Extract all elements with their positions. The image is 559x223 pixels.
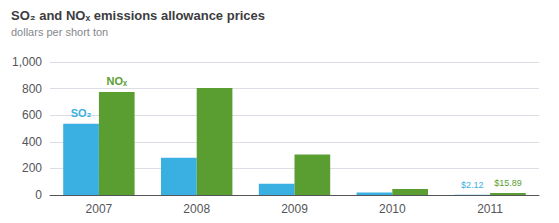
svg-text:$15.89: $15.89 bbox=[494, 178, 522, 188]
svg-text:800: 800 bbox=[22, 82, 42, 96]
svg-text:SO₂ and NOₓ emissions allowanc: SO₂ and NOₓ emissions allowance prices bbox=[11, 8, 265, 23]
svg-text:2009: 2009 bbox=[281, 202, 308, 216]
svg-text:dollars per short ton: dollars per short ton bbox=[11, 26, 108, 38]
svg-text:SO₂: SO₂ bbox=[71, 107, 92, 119]
svg-text:$2.12: $2.12 bbox=[461, 180, 484, 190]
svg-text:2008: 2008 bbox=[183, 202, 210, 216]
svg-text:600: 600 bbox=[22, 108, 42, 122]
svg-text:0: 0 bbox=[35, 188, 42, 202]
svg-text:2010: 2010 bbox=[379, 202, 406, 216]
svg-text:NOₓ: NOₓ bbox=[106, 75, 128, 87]
svg-text:400: 400 bbox=[22, 135, 42, 149]
svg-text:2011: 2011 bbox=[477, 202, 503, 216]
svg-text:1,000: 1,000 bbox=[12, 55, 42, 69]
svg-text:200: 200 bbox=[22, 161, 42, 175]
svg-text:2007: 2007 bbox=[86, 202, 113, 216]
